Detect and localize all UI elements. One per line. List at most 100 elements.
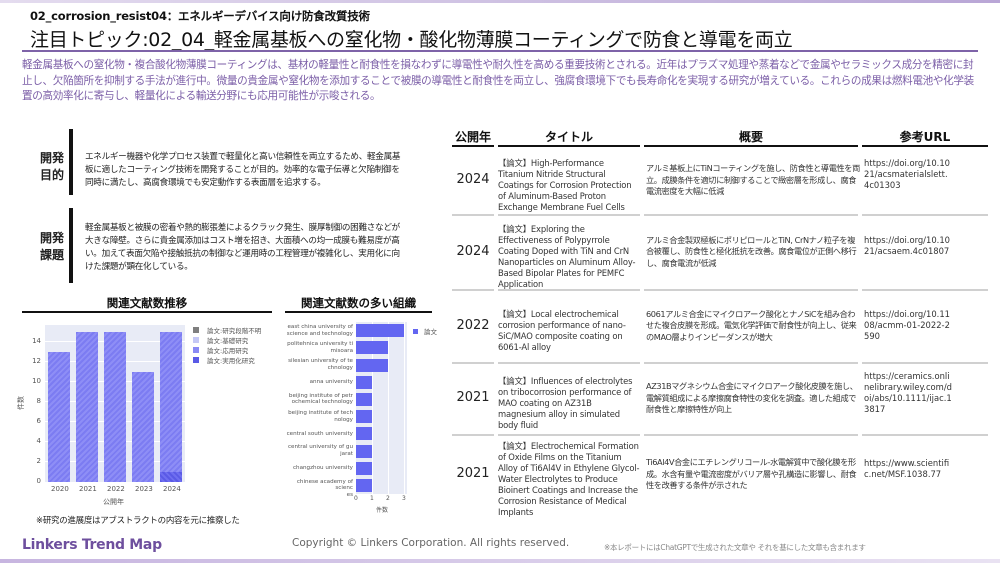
- legend-swatch: [193, 357, 199, 363]
- purpose-label: 開発 目的: [38, 150, 66, 184]
- cell-title: 【論文】Influences of electrolytes on triboc…: [498, 376, 633, 430]
- trend-chart-title: 関連文献数推移: [106, 296, 188, 310]
- y-tick-label: 6: [36, 417, 41, 425]
- row-divider: [862, 214, 988, 216]
- copyright-text: Copyright © Linkers Corporation. All rig…: [292, 537, 570, 549]
- org-bar: [356, 375, 372, 389]
- org-label-line: es: [346, 491, 353, 498]
- org-label-line: science and technology: [286, 330, 353, 337]
- header-rule: [644, 145, 858, 147]
- org-chart-legend: 論文: [413, 326, 437, 336]
- bottom-accent-bar: [0, 559, 1000, 563]
- purpose-label-line1: 開発: [39, 151, 64, 165]
- cell-summary: アルミ基板上にTiNコーティングを施し、防食性と導電性を両立。成膜条件を適切に制…: [646, 163, 860, 196]
- x-tick-label: 2024: [163, 485, 181, 493]
- x-tick-label: 3: [402, 495, 406, 502]
- header-summary: 概要: [738, 130, 763, 144]
- org-label-line: misoara: [330, 347, 354, 354]
- header-year: 公開年: [454, 130, 491, 144]
- cell-year: 2024: [456, 243, 490, 259]
- cell-summary: AZ31Bマグネシウム合金にマイクロアーク酸化皮膜を施し、電解質組成による摩擦腐…: [646, 381, 858, 414]
- cell-url-link[interactable]: https://doi.org/10.1021/acsmaterialslett…: [864, 158, 950, 190]
- legend-label: 論文:研究段階不明: [207, 327, 262, 335]
- org-label: changzhou university: [278, 465, 353, 472]
- org-bar: [356, 478, 372, 492]
- x-tick-label: 0: [354, 495, 358, 502]
- brand-logo: Linkers Trend Map: [22, 537, 162, 553]
- legend-item[interactable]: 論文:実用化研究: [193, 355, 261, 365]
- org-label: chinese academy of scienc es: [278, 479, 353, 499]
- row-divider: [644, 289, 858, 291]
- y-tick-label: 8: [36, 397, 41, 405]
- cell-summary: 6061アルミ合金にマイクロアーク酸化とナノSiCを組み合わせた複合皮膜を形成。…: [646, 308, 857, 342]
- org-label-line: changzhou university: [292, 464, 353, 471]
- cell-url-link[interactable]: https://www.scientific.net/MSF.1038.77: [864, 457, 950, 479]
- literature-table: 公開年 タイトル 概要 参考URL 2024 【論文】High-Performan…: [452, 128, 1000, 517]
- org-chart-title-rule: [285, 311, 432, 313]
- page-title: 注目トピック:02_04_軽金属基板への窒化物・酸化物薄膜コーティングで防食と導…: [30, 29, 793, 51]
- org-bar: [356, 392, 372, 406]
- org-label-line: east china university of: [287, 324, 353, 330]
- org-chart-x-label: 件数: [376, 507, 389, 514]
- org-chart-y-axis: east china university of science and tech…: [278, 322, 356, 498]
- header-title: タイトル: [544, 130, 593, 144]
- x-tick-label: 1: [370, 495, 374, 502]
- row-divider: [452, 214, 494, 216]
- bar-2021: [76, 332, 98, 482]
- org-label: east china university of science and tech…: [278, 324, 353, 337]
- cell-url-link[interactable]: https://doi.org/10.1108/acmm-01-2022-259…: [864, 309, 950, 341]
- trend-chart-y-label: 件数: [17, 396, 25, 410]
- y-tick-label: 12: [32, 357, 41, 365]
- legend-item[interactable]: 論文:基礎研究: [193, 335, 261, 345]
- trend-chart-plot-area: [45, 325, 185, 482]
- trend-chart-title-rule: [22, 311, 272, 313]
- org-bar: [356, 461, 372, 475]
- cell-year: 2021: [456, 390, 490, 405]
- title-divider: [22, 50, 978, 52]
- header-rule: [498, 145, 640, 147]
- y-tick-label: 0: [36, 477, 41, 485]
- org-label-line: ochemical technology: [291, 399, 353, 406]
- cell-url-link[interactable]: https://ceramics.onlinelibrary.wiley.com…: [864, 370, 952, 414]
- org-bar: [356, 341, 388, 355]
- org-label-line: silesian university of te: [288, 358, 353, 365]
- table-row: 2022 【論文】Local electrochemical corrosion …: [452, 291, 1000, 364]
- trend-chart-legend: 論文:研究段階不明 論文:基礎研究 論文:応用研究 論文:実用化研究: [193, 325, 261, 365]
- org-bar: [356, 427, 372, 441]
- org-chart-title: 関連文献数の多い組織: [301, 296, 416, 310]
- cell-year: 2021: [456, 466, 490, 481]
- y-tick-label: 2: [36, 457, 41, 465]
- bar-segment-practical: [160, 472, 182, 482]
- org-label: beijing institute of petr ochemical techn…: [278, 393, 353, 406]
- trend-chart-x-axis: 2020 2021 2022 2023 2024: [45, 485, 185, 495]
- chart-footnote: ※研究の進展度はアブストラクトの内容を元に推察した: [36, 516, 240, 526]
- org-label: anna university: [278, 379, 353, 386]
- legend-label: 論文:応用研究: [207, 347, 249, 355]
- cell-url-link[interactable]: https://doi.org/10.1021/acsaem.4c01807: [864, 235, 950, 256]
- row-divider: [498, 362, 640, 364]
- challenge-label-line1: 開発: [39, 231, 64, 245]
- bar-2020: [48, 352, 70, 482]
- org-bar: [356, 358, 388, 372]
- legend-item[interactable]: 論文:応用研究: [193, 345, 261, 355]
- row-divider: [862, 289, 988, 291]
- org-bar: [356, 410, 372, 424]
- table-row: 2024 【論文】Exploring the Effectiveness of P…: [452, 216, 1000, 291]
- table-row: 2021 【論文】Electrochemical Formation of Oxi…: [452, 436, 1000, 517]
- bar-2022: [104, 332, 126, 482]
- row-divider: [498, 434, 640, 436]
- challenge-label-line2: 課題: [39, 248, 64, 262]
- legend-item[interactable]: 論文:研究段階不明: [193, 325, 261, 335]
- row-divider: [452, 289, 494, 291]
- x-tick-label: 2020: [51, 485, 69, 493]
- cell-title: 【論文】Local electrochemical corrosion perf…: [498, 309, 626, 352]
- cell-year: 2024: [456, 172, 490, 187]
- org-label-line: jarat: [340, 450, 353, 457]
- table-body: 2024 【論文】High-Performance Titanium Nitrid…: [452, 148, 1000, 517]
- header-rule: [452, 145, 494, 147]
- cell-title: 【論文】Electrochemical Formation of Oxide F…: [498, 441, 640, 517]
- top-accent-bar: [0, 0, 1000, 3]
- purpose-text: エネルギー機器や化学プロセス装置で軽量化と高い信頼性を両立するため、軽金属基板に…: [85, 152, 401, 188]
- x-tick-label: 2: [386, 495, 390, 502]
- trend-chart-y-axis: 0 2 4 6 8 10 12 14: [25, 325, 43, 485]
